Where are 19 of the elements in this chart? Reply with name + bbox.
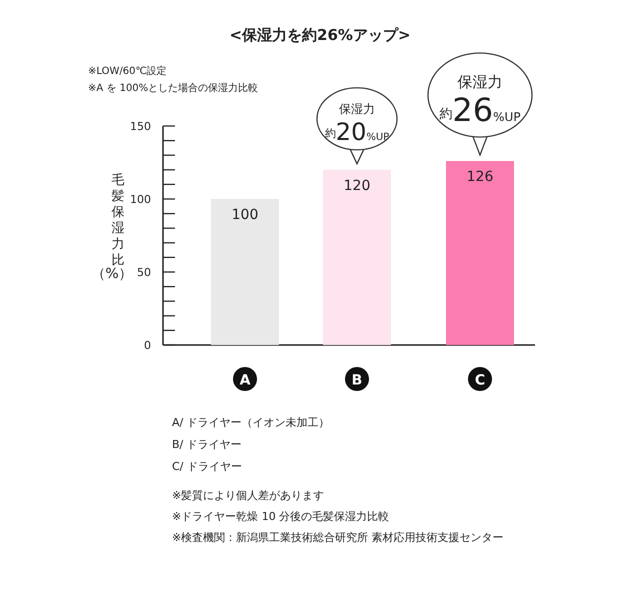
text: C/ ドライヤー: [172, 460, 242, 473]
chart-title: <保湿力を約26%アップ>: [229, 26, 411, 44]
text: B/ ドライヤー: [172, 438, 242, 451]
data-label: 126: [466, 169, 494, 186]
text: A/ ドライヤー（イオン未加工）: [172, 416, 330, 429]
x-tick-label: A: [240, 372, 251, 388]
text: ※検査機関：新潟県工業技術総合研究所 素材応用技術支援センター: [172, 531, 504, 544]
text: ※A を 100%とした場合の保湿力比較: [88, 82, 258, 94]
y-tick-label: 150: [130, 120, 151, 133]
y-tick-label: 50: [137, 266, 151, 279]
text: ※髪質により個人差があります: [172, 489, 324, 502]
y-tick-label: 0: [144, 339, 151, 352]
data-label: 100: [232, 207, 258, 223]
text: ※ドライヤー乾燥 10 分後の毛髪保湿力比較: [172, 510, 390, 523]
x-tick-label: B: [352, 372, 362, 388]
y-tick-label: 100: [130, 193, 151, 206]
text: ※LOW/60℃設定: [88, 65, 167, 77]
x-tick-label: C: [474, 372, 486, 388]
data-label: 120: [344, 178, 370, 194]
